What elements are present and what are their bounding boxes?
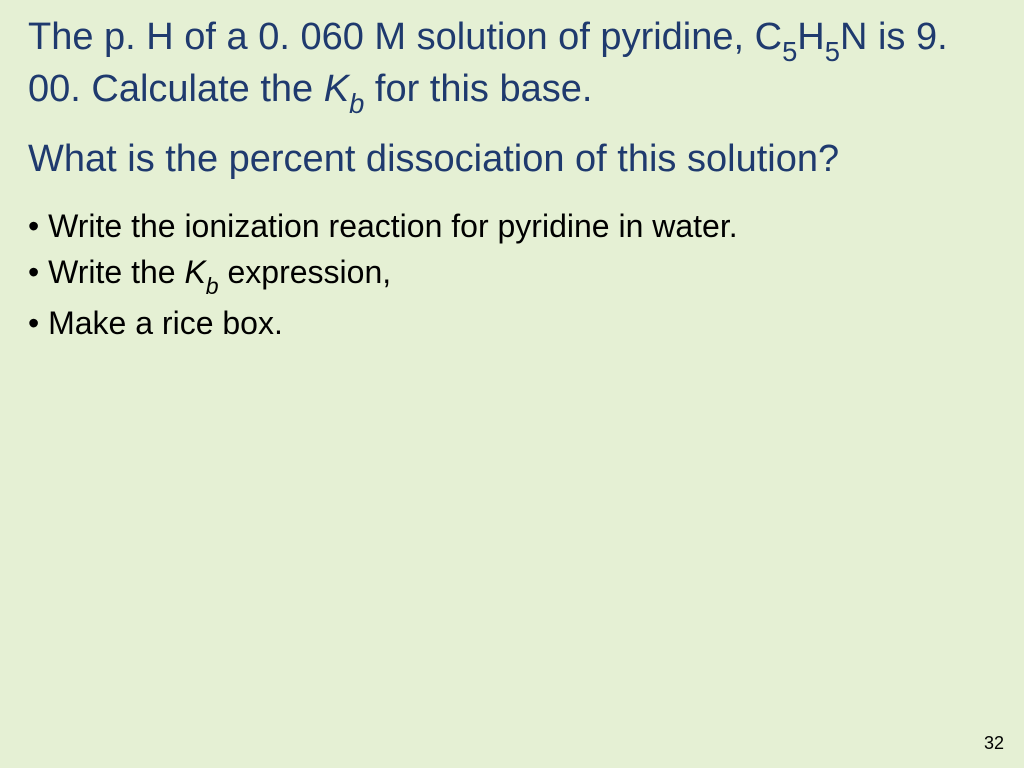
heading-ksub: b xyxy=(349,88,364,119)
heading-sub2: 5 xyxy=(825,36,840,67)
bullet-1: • Write the ionization reaction for pyri… xyxy=(28,203,996,249)
page-number: 32 xyxy=(984,733,1004,754)
bullet-3: • Make a rice box. xyxy=(28,300,996,346)
bullet-2: • Write the Kb expression, xyxy=(28,249,996,300)
heading-post: for this base. xyxy=(364,68,592,110)
heading-sub1: 5 xyxy=(782,36,797,67)
heading-mid1: H xyxy=(797,16,824,58)
heading-part-pre: The p. H of a 0. 060 M solution of pyrid… xyxy=(28,16,782,58)
bullet-2-pre: • Write the xyxy=(28,254,184,290)
bullet-2-ksub: b xyxy=(206,273,219,299)
bullet-2-kvar: K xyxy=(184,254,205,290)
question-text: What is the percent dissociation of this… xyxy=(28,136,996,184)
bullet-list: • Write the ionization reaction for pyri… xyxy=(28,203,996,347)
bullet-2-post: expression, xyxy=(219,254,392,290)
heading-kvar: K xyxy=(324,68,349,110)
problem-heading: The p. H of a 0. 060 M solution of pyrid… xyxy=(28,14,996,118)
